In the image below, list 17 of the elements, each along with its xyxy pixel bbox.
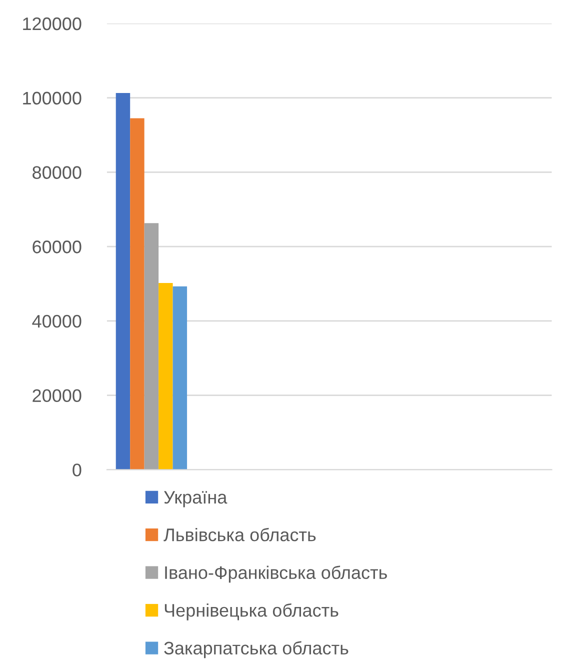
legend-label: Івано-Франківська область [165, 566, 387, 583]
legend-label: Львівська область [164, 528, 316, 542]
y-tick-label: 0 [72, 464, 82, 476]
legend-label: Україна [164, 491, 228, 508]
y-tick-label: 20000 [32, 389, 82, 402]
bar [144, 223, 159, 470]
y-tick-label: 120000 [23, 17, 82, 30]
bar [116, 93, 130, 470]
y-tick-label: 40000 [32, 314, 82, 328]
bar [130, 118, 144, 470]
y-tick-label: 100000 [23, 92, 82, 105]
bar [158, 283, 173, 470]
y-tick-label: 60000 [32, 240, 82, 254]
bar [172, 286, 188, 470]
y-tick-label: 80000 [32, 166, 82, 179]
legend-label: Чернівецька область [164, 603, 338, 620]
legend-label: Закарпатська область [164, 641, 348, 658]
